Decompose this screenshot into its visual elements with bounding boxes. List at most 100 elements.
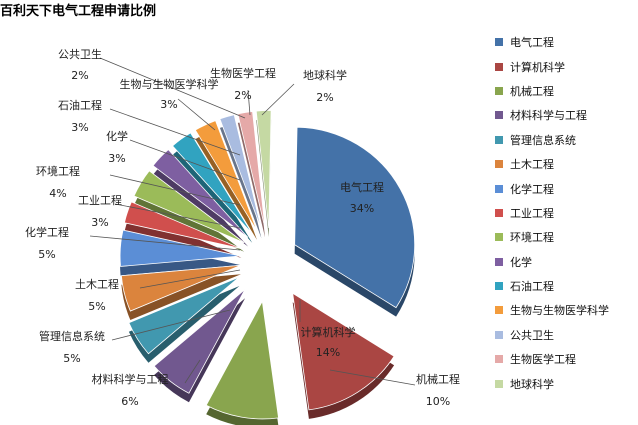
slice-value-label: 6% [121,395,138,408]
leader-line [109,174,241,206]
legend-item: 环境工程 [495,225,636,249]
legend-item: 工业工程 [495,201,636,225]
slice-value-label: 2% [71,69,88,82]
slice-category-label: 工业工程 [78,194,122,207]
leader-line [177,98,216,131]
slice-category-label: 电气工程 [340,180,384,194]
legend-swatch [495,330,503,339]
slice-value-label: 5% [88,300,105,313]
legend-item: 化学工程 [495,176,636,200]
legend-item: 石油工程 [495,274,636,298]
pie-slice [255,110,272,229]
legend: 电气工程 计算机科学 机械工程 材料科学与工程 管理信息系统 土木工程 化学工程 工业工程 环境… [495,30,636,396]
legend-label: 计算机科学 [510,60,565,74]
slice-category-label: 生物医学工程 [210,66,276,80]
legend-label: 环境工程 [510,231,554,245]
leader-line [261,83,295,116]
legend-swatch [495,135,503,144]
slice-value-label: 3% [160,98,177,111]
pie-slice [123,201,242,250]
pie-slice [153,288,246,394]
slice-value-label: 2% [316,91,333,104]
slice-category-label: 石油工程 [58,98,102,112]
slice-category-label: 管理信息系统 [39,329,105,343]
pie-slice [294,126,415,309]
slice-category-label: 化学 [106,129,128,143]
pie-slice-side [219,123,262,239]
legend-label: 机械工程 [510,84,554,98]
legend-item: 管理信息系统 [495,128,636,152]
slice-category-label: 环境工程 [36,164,80,178]
legend-label: 化学 [510,255,532,269]
leader-line [129,139,241,181]
slice-category-label: 化学工程 [25,225,69,239]
pie-slice [205,300,279,420]
slice-category-label: 机械工程 [416,372,460,386]
slice-value-label: 5% [63,352,80,365]
leader-line [139,269,241,289]
pie-slice [120,264,242,312]
legend-label: 石油工程 [510,280,554,294]
leader-line [329,369,416,386]
leader-line [109,108,241,156]
pie-slice [171,132,253,235]
legend-label: 公共卫生 [510,328,554,342]
legend-swatch [495,86,503,95]
legend-label: 土木工程 [510,158,554,172]
legend-label: 生物医学工程 [510,353,576,367]
pie-slice [237,111,266,229]
legend-item: 生物医学工程 [495,347,636,371]
leader-line [247,89,251,116]
legend-swatch [495,208,503,217]
legend-swatch [495,257,503,266]
legend-label: 工业工程 [510,206,554,220]
slice-value-label: 3% [71,121,88,134]
legend-label: 化学工程 [510,182,554,196]
legend-item: 计算机科学 [495,54,636,78]
legend-label: 生物与生物医学科学 [510,304,609,318]
legend-swatch [495,184,503,193]
legend-swatch [495,379,503,388]
legend-swatch [495,62,503,71]
slice-value-label: 10% [426,395,450,408]
slice-value-label: 4% [49,187,66,200]
slice-value-label: 3% [108,152,125,165]
pie-slice [219,114,262,230]
leader-line [99,57,246,119]
legend-item: 机械工程 [495,79,636,103]
pie-slice [152,149,249,238]
slice-category-label: 生物与生物医学科学 [120,77,219,91]
legend-swatch [495,38,503,47]
legend-label: 管理信息系统 [510,133,576,147]
slice-value-label: 34% [350,202,374,215]
leader-line [114,203,241,229]
legend-item: 公共卫生 [495,323,636,347]
pie-slice [194,120,258,232]
slice-category-label: 土木工程 [75,278,119,291]
slice-value-label: 3% [91,216,108,229]
legend-item: 地球科学 [495,371,636,395]
pie-slice [133,170,245,244]
slice-value-label: 5% [38,248,55,261]
pie-slice [119,229,241,267]
leader-line [184,359,201,384]
pie-slice-side [237,120,266,238]
leader-line [111,309,231,341]
slice-value-label: 14% [316,346,340,359]
pie-slice [128,276,240,355]
slice-category-label: 材料科学与工程 [92,372,169,386]
slice-category-label: 地球科学 [303,68,347,82]
slice-value-label: 2% [234,89,251,102]
legend-label: 电气工程 [510,36,554,50]
legend-swatch [495,160,503,169]
legend-item: 土木工程 [495,152,636,176]
legend-item: 生物与生物医学科学 [495,298,636,322]
legend-swatch [495,306,503,315]
pie-slice-side [195,129,258,240]
chart-title: 百利天下电气工程申请比例 [0,4,157,19]
legend-label: 地球科学 [510,377,554,391]
pie-slice [292,292,395,411]
legend-swatch [495,355,503,364]
legend-item: 电气工程 [495,30,636,54]
